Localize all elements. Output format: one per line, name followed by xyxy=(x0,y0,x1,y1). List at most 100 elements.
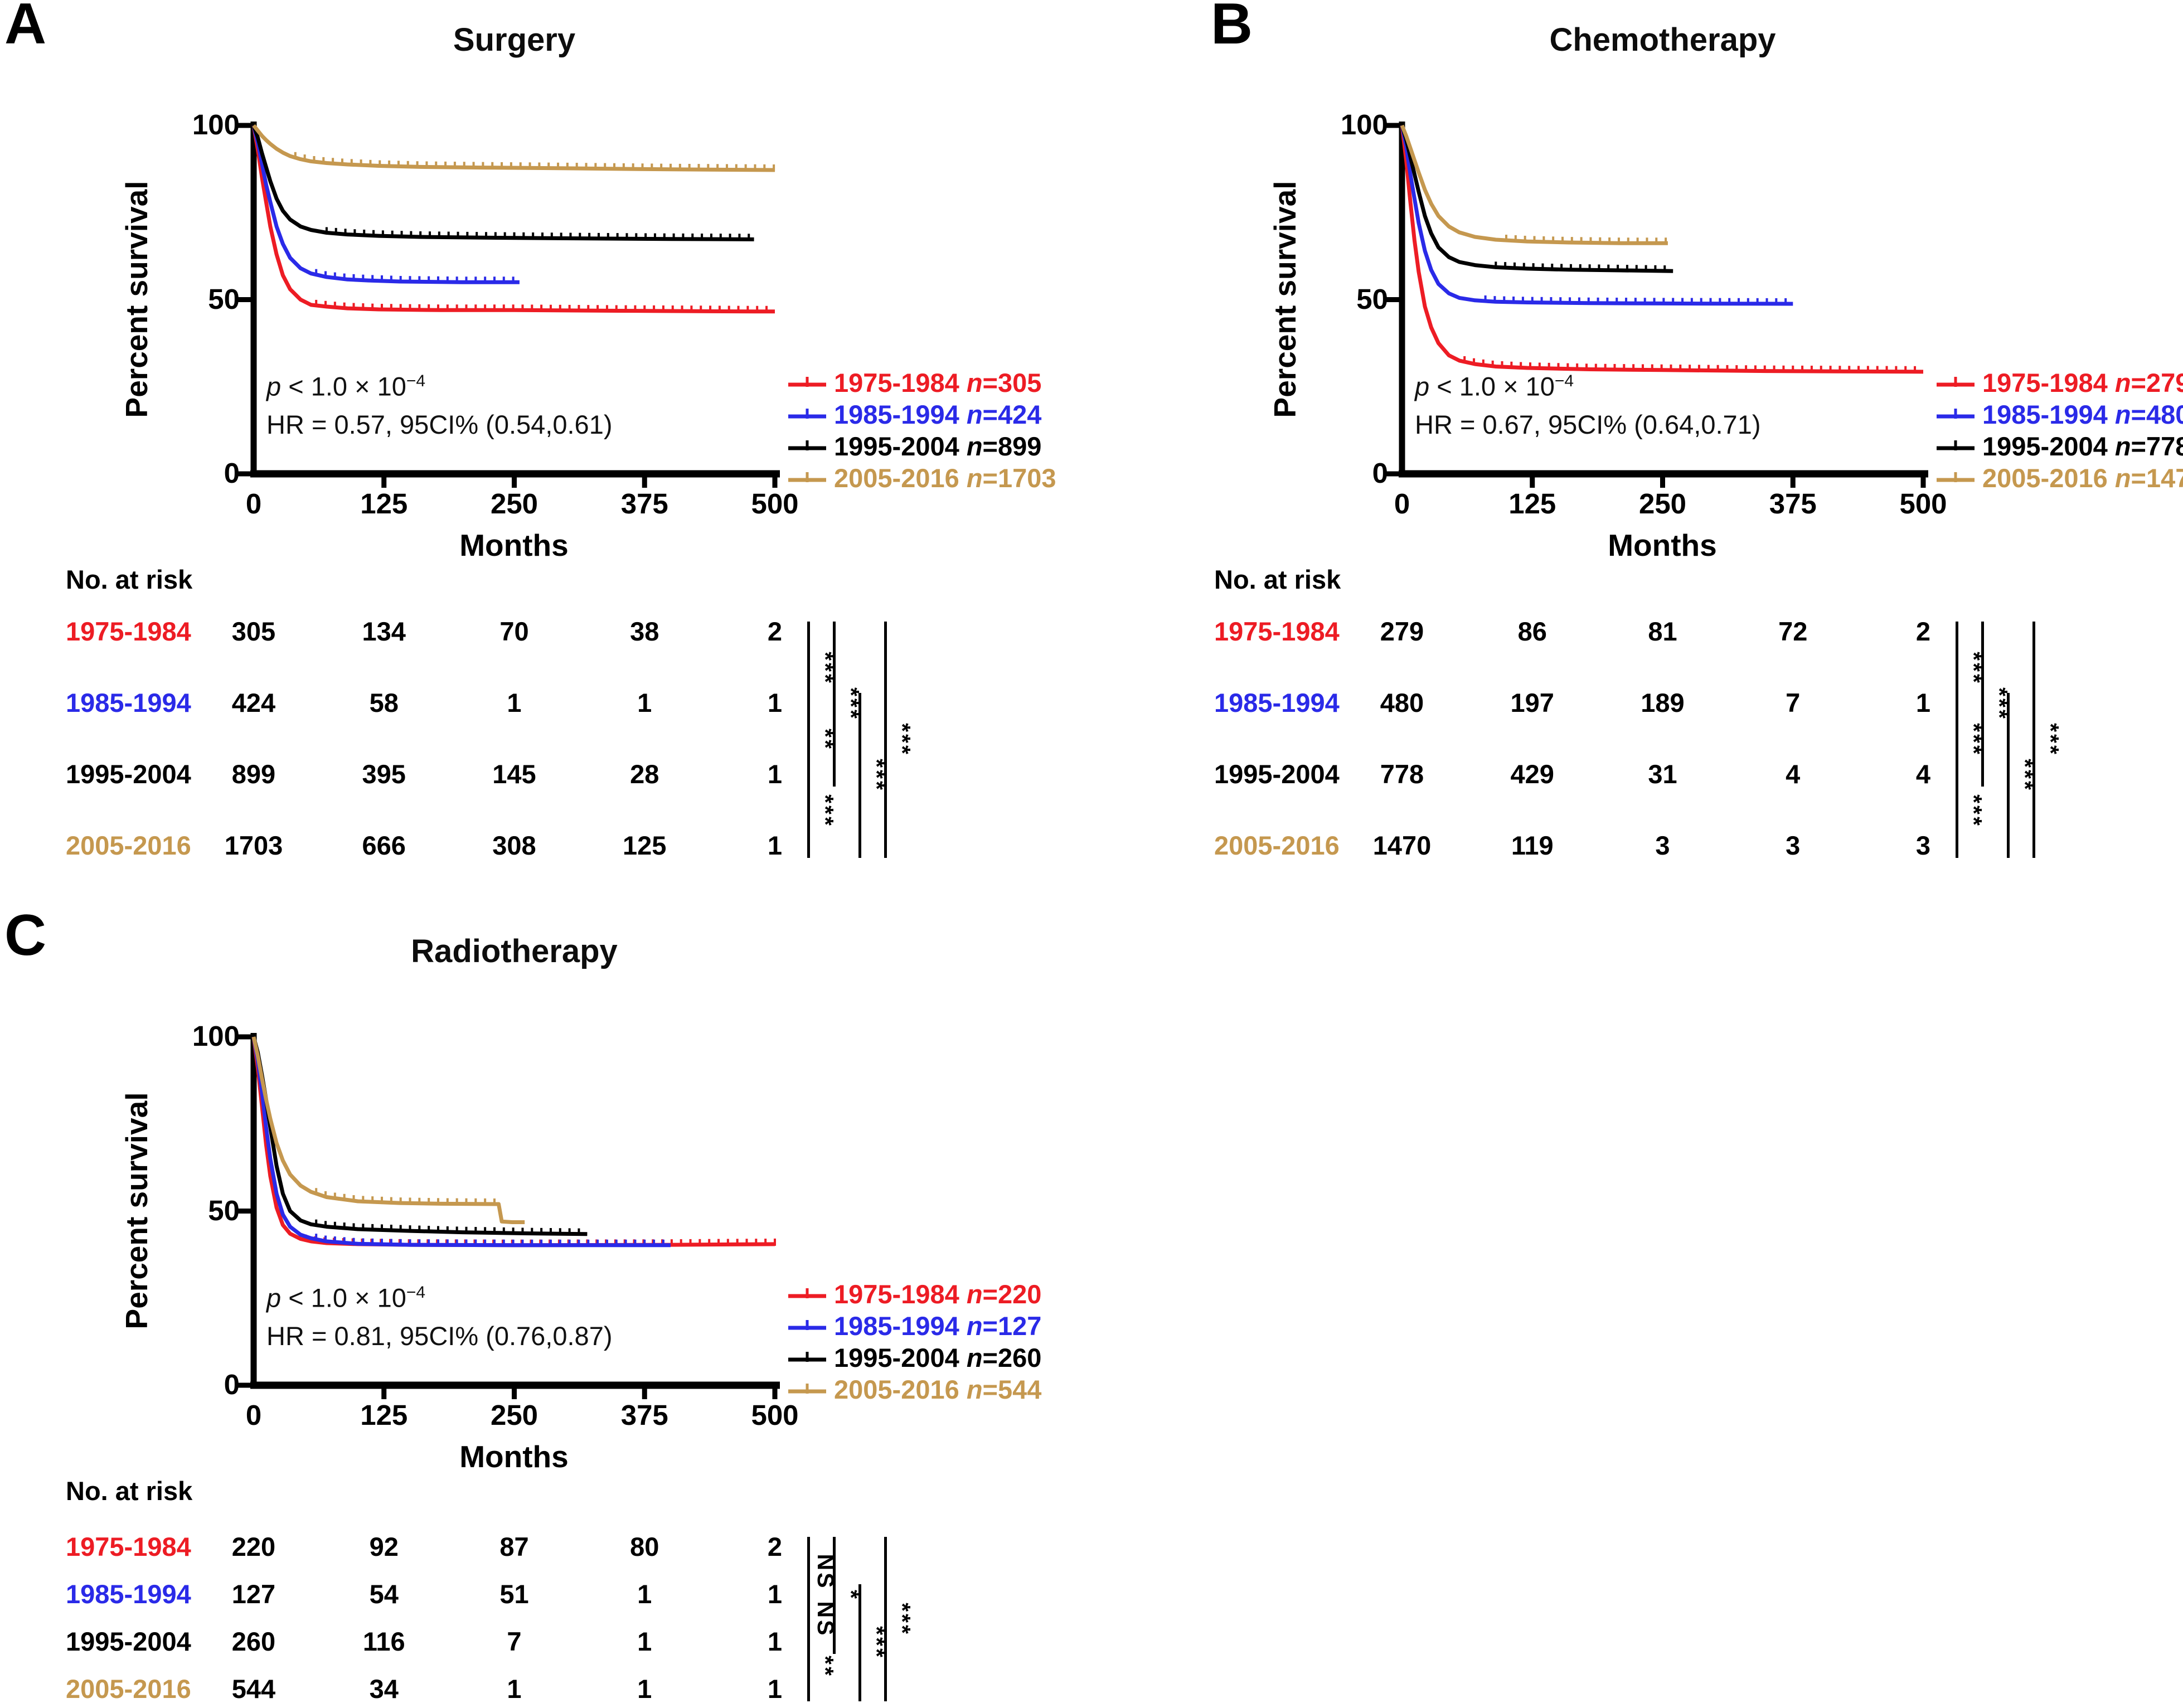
risk-value: 58 xyxy=(369,688,399,717)
chart-title: Surgery xyxy=(453,22,576,58)
x-tick-label: 250 xyxy=(490,1399,539,1431)
km-curve-2005-2016 xyxy=(251,1036,525,1224)
panel-surgery: A Surgery Percent survival 0 50 100 0 125 25… xyxy=(0,0,1093,892)
comparison-bar xyxy=(1956,693,1958,787)
comparison-bar xyxy=(884,1537,887,1701)
risk-value: 92 xyxy=(369,1532,399,1561)
legend-item: 2005-2016 n=544 xyxy=(785,1375,1041,1404)
x-tick-label: 500 xyxy=(751,488,799,520)
x-tick-label: 500 xyxy=(1899,488,1947,520)
risk-value: 544 xyxy=(231,1674,276,1704)
censor-symbol-icon xyxy=(1937,377,1975,387)
risk-value: 4 xyxy=(1915,759,1931,789)
p-value-text: p < 1.0 × 10−4 xyxy=(266,1283,426,1313)
x-tick-label: 125 xyxy=(360,488,408,520)
legend-label: 1995-2004 n=899 xyxy=(834,431,1042,461)
x-axis-label: Months xyxy=(459,1439,569,1474)
censor-symbol-icon xyxy=(788,1352,826,1362)
risk-row-label: 1985-1994 xyxy=(1214,688,1340,717)
legend-item: 1975-1984 n=220 xyxy=(785,1279,1041,1309)
risk-row-label: 2005-2016 xyxy=(66,1674,191,1704)
risk-row-label: 1975-1984 xyxy=(1214,617,1340,646)
legend-item: 2005-2016 n=1703 xyxy=(785,463,1056,493)
x-tick-label: 0 xyxy=(245,1399,262,1431)
comparison-bar xyxy=(858,693,861,858)
risk-row-label: 2005-2016 xyxy=(66,831,191,860)
legend-item: 1975-1984 n=305 xyxy=(785,368,1056,397)
risk-value: 116 xyxy=(362,1627,405,1656)
comparison-bar xyxy=(2032,622,2035,858)
legend-item: 1985-1994 n=480 xyxy=(1933,400,2183,429)
km-curve-1985-1994 xyxy=(251,125,520,284)
risk-value: 189 xyxy=(1641,688,1685,717)
x-tick-label: 500 xyxy=(751,1399,799,1431)
legend: 1975-1984 n=220 1985-1994 n=127 1995-2004 … xyxy=(785,1279,1041,1404)
panel-chemotherapy: B Chemotherapy Percent survival 0 50 100 0… xyxy=(1148,0,2183,892)
comparison-bar xyxy=(807,693,810,787)
y-tick-label: 100 xyxy=(1340,109,1388,140)
risk-value: 119 xyxy=(1511,831,1554,860)
comparison-bar xyxy=(2007,693,2010,858)
censor-symbol-icon xyxy=(788,440,826,450)
risk-value: 54 xyxy=(369,1579,399,1609)
risk-value: 1 xyxy=(767,688,783,717)
risk-value: 1 xyxy=(767,831,783,860)
legend-label: 1975-1984 n=305 xyxy=(834,367,1042,397)
risk-row-label: 1975-1984 xyxy=(66,617,191,646)
risk-table-header: No. at risk xyxy=(66,1476,193,1506)
risk-value: 80 xyxy=(630,1532,659,1561)
x-tick-label: 125 xyxy=(1508,488,1556,520)
risk-value: 1 xyxy=(767,1674,783,1704)
risk-value: 1 xyxy=(507,1674,522,1704)
risk-value: 34 xyxy=(369,1674,399,1704)
km-curve-1985-1994 xyxy=(251,1036,671,1248)
risk-value: 778 xyxy=(1380,759,1424,789)
risk-value: 127 xyxy=(231,1579,276,1609)
risk-row-label: 1995-2004 xyxy=(1214,759,1340,789)
p-value-text: p < 1.0 × 10−4 xyxy=(1415,371,1574,401)
censor-symbol-icon xyxy=(788,1288,826,1298)
risk-value: 197 xyxy=(1510,688,1554,717)
comparison-bar xyxy=(1956,764,1958,858)
risk-value: 86 xyxy=(1517,617,1547,646)
censor-symbol-icon xyxy=(788,409,826,419)
legend-label: 1975-1984 n=279 xyxy=(1982,367,2183,397)
risk-value: 3 xyxy=(1655,831,1670,860)
significance-label: *** xyxy=(890,723,915,756)
comparison-bar xyxy=(807,1632,810,1701)
risk-row-label: 2005-2016 xyxy=(1214,831,1340,860)
chart-title: Radiotherapy xyxy=(411,933,618,969)
risk-value: 38 xyxy=(630,617,659,646)
panel-letter: C xyxy=(4,903,47,968)
risk-value: 1 xyxy=(767,1579,783,1609)
y-tick-label: 50 xyxy=(208,1194,240,1226)
hr-text: HR = 0.57, 95CI% (0.54,0.61) xyxy=(266,409,613,439)
risk-value: 125 xyxy=(623,831,667,860)
risk-value: 1 xyxy=(637,1627,652,1656)
legend-item: 1985-1994 n=127 xyxy=(785,1311,1041,1341)
x-axis-label: Months xyxy=(459,528,569,562)
km-curve-1975-1984 xyxy=(1400,125,1924,374)
risk-value: 666 xyxy=(362,831,406,860)
km-plot xyxy=(1386,122,1928,488)
comparison-bar xyxy=(807,1537,810,1607)
legend-label: 2005-2016 n=1703 xyxy=(834,463,1056,493)
legend-item: 1975-1984 n=279 xyxy=(1933,368,2183,397)
risk-value: 899 xyxy=(231,759,276,789)
risk-value: 1 xyxy=(767,1627,783,1656)
y-tick-label: 0 xyxy=(224,1369,240,1400)
risk-value: 260 xyxy=(231,1627,276,1656)
risk-value: 480 xyxy=(1380,688,1424,717)
panel-letter: A xyxy=(4,0,47,56)
risk-value: 1 xyxy=(507,688,522,717)
x-axis-label: Months xyxy=(1608,528,1717,562)
hr-text: HR = 0.81, 95CI% (0.76,0.87) xyxy=(266,1321,613,1351)
panel-radiotherapy: C Radiotherapy Percent survival 0 50 100 0… xyxy=(0,903,1093,1708)
risk-value: 305 xyxy=(231,617,276,646)
km-plot xyxy=(238,122,780,488)
risk-value: 81 xyxy=(1648,617,1677,646)
risk-value: 429 xyxy=(1510,759,1554,789)
risk-value: 2 xyxy=(1915,617,1931,646)
stats-annotation: p < 1.0 × 10−4 HR = 0.57, 95CI% (0.54,0.… xyxy=(266,362,612,444)
significance-label: *** xyxy=(2038,723,2064,756)
